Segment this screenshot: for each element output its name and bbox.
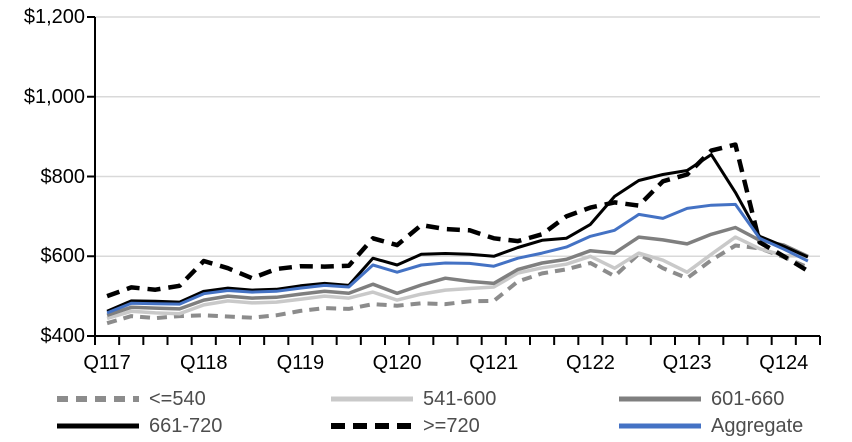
legend-marker-icon [619,423,701,429]
series-line-601-660 [106,225,809,317]
y-tick-label: $1,000 [23,85,85,108]
series-line--720 [106,142,810,299]
legend-label: 541-600 [423,387,497,410]
series-line-541-600 [106,235,808,321]
legend-marker-icon [331,396,413,402]
legend-item--720: >=720 [330,413,480,439]
legend-marker-icon [331,423,413,429]
legend-item-aggregate: Aggregate [618,413,803,439]
legend-label: <=540 [149,387,206,410]
y-tick-label: $600 [40,245,86,268]
legend-marker-icon [57,423,139,429]
y-tick-label: $400 [40,325,86,347]
series-line-661-720 [106,153,809,313]
x-tick-label: Q123 [662,352,712,374]
x-tick-label: Q124 [759,352,809,374]
x-tick-label: Q121 [469,352,519,374]
legend-label: 601-660 [711,387,785,410]
series-line--540 [106,243,809,326]
x-tick-label: Q117 [83,352,131,374]
legend-item-661-720: 661-720 [56,413,222,439]
y-tick-label: $1,200 [23,6,85,28]
x-tick-label: Q118 [180,352,228,374]
legend-item-541-600: 541-600 [330,386,496,412]
x-tick-label: Q120 [372,352,422,374]
legend-item--540: <=540 [56,386,206,412]
x-tick-label: Q119 [276,352,325,374]
legend-label: 661-720 [149,414,223,437]
x-tick-label: Q122 [565,352,615,374]
y-tick-label: $800 [40,165,86,188]
legend-label: >=720 [423,414,480,437]
series-line-aggregate [106,202,809,315]
legend-label: Aggregate [711,414,804,437]
legend-item-601-660: 601-660 [618,386,784,412]
legend-marker-icon [619,396,701,402]
legend-marker-icon [57,396,139,402]
